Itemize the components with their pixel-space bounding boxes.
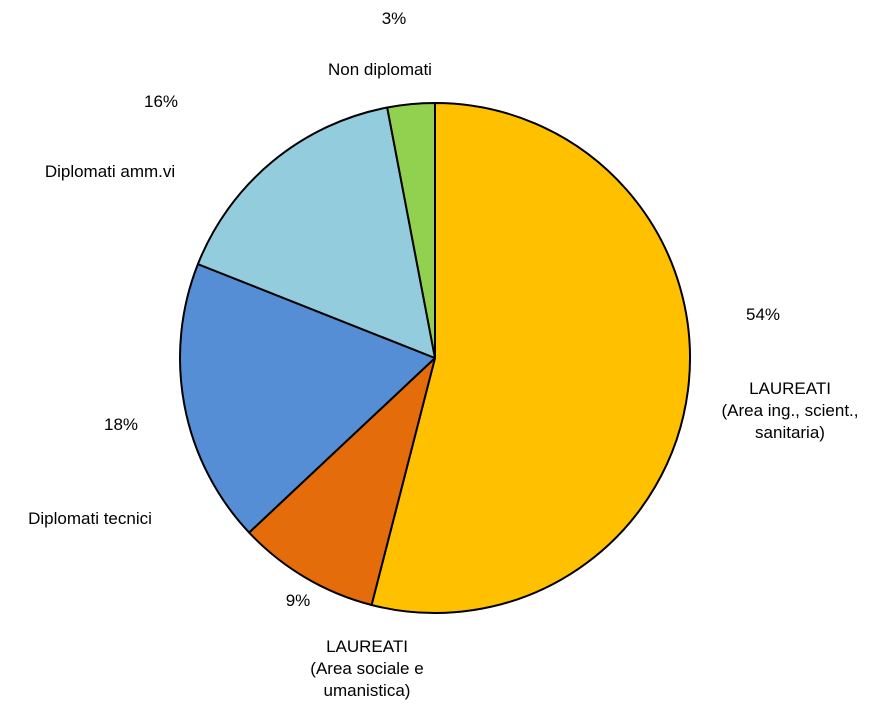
- category-label-diplomati-tecnici: Diplomati tecnici: [28, 509, 152, 528]
- category-label-diplomati-ammvi: Diplomati amm.vi: [44, 162, 176, 181]
- pie-slice-laureati-sociale: [248, 357, 436, 606]
- pct-label-diplomati-ammvi: 16%: [143, 92, 179, 111]
- pie-slice-diplomati-tecnici: [179, 263, 436, 534]
- pie-slice-non-diplomati: [386, 102, 436, 359]
- pie-slice-diplomati-ammvi: [196, 106, 436, 359]
- category-label-laureati-ing: LAUREATI (Area ing., scient., sanitaria): [721, 379, 859, 442]
- pct-label-non-diplomati: 3%: [381, 9, 407, 28]
- pct-label-diplomati-tecnici: 18%: [103, 415, 139, 434]
- category-label-laureati-sociale: LAUREATI (Area sociale e umanistica): [310, 637, 424, 700]
- pct-label-laureati-sociale: 9%: [285, 591, 311, 610]
- pct-label-laureati-ing: 54%: [745, 305, 781, 324]
- pie-slice-laureati-ing: [370, 102, 691, 614]
- category-label-non-diplomati: Non diplomati: [328, 60, 432, 79]
